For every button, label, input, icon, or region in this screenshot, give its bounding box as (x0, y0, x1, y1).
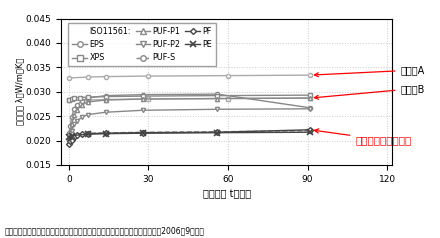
Text: 断熱材の長期性能に関する研究　日本建築学会大会学術講演梗概集（関東）2006年9月より: 断熱材の長期性能に関する研究 日本建築学会大会学術講演梗概集（関東）2006年9… (4, 227, 205, 236)
Y-axis label: 熱伝導率 λ（W/m・K）: 熱伝導率 λ（W/m・K） (15, 58, 24, 125)
X-axis label: 経過時間 t（日）: 経過時間 t（日） (203, 189, 251, 199)
Text: フェノールフォーム: フェノールフォーム (314, 129, 411, 145)
Text: 他素材A: 他素材A (315, 65, 425, 77)
Legend: ISO11561:, EPS, XPS, PUF-P1, PUF-P2, PUF-S, PF, PE: ISO11561:, EPS, XPS, PUF-P1, PUF-P2, PUF… (68, 23, 216, 66)
Text: 他素材B: 他素材B (315, 84, 425, 99)
